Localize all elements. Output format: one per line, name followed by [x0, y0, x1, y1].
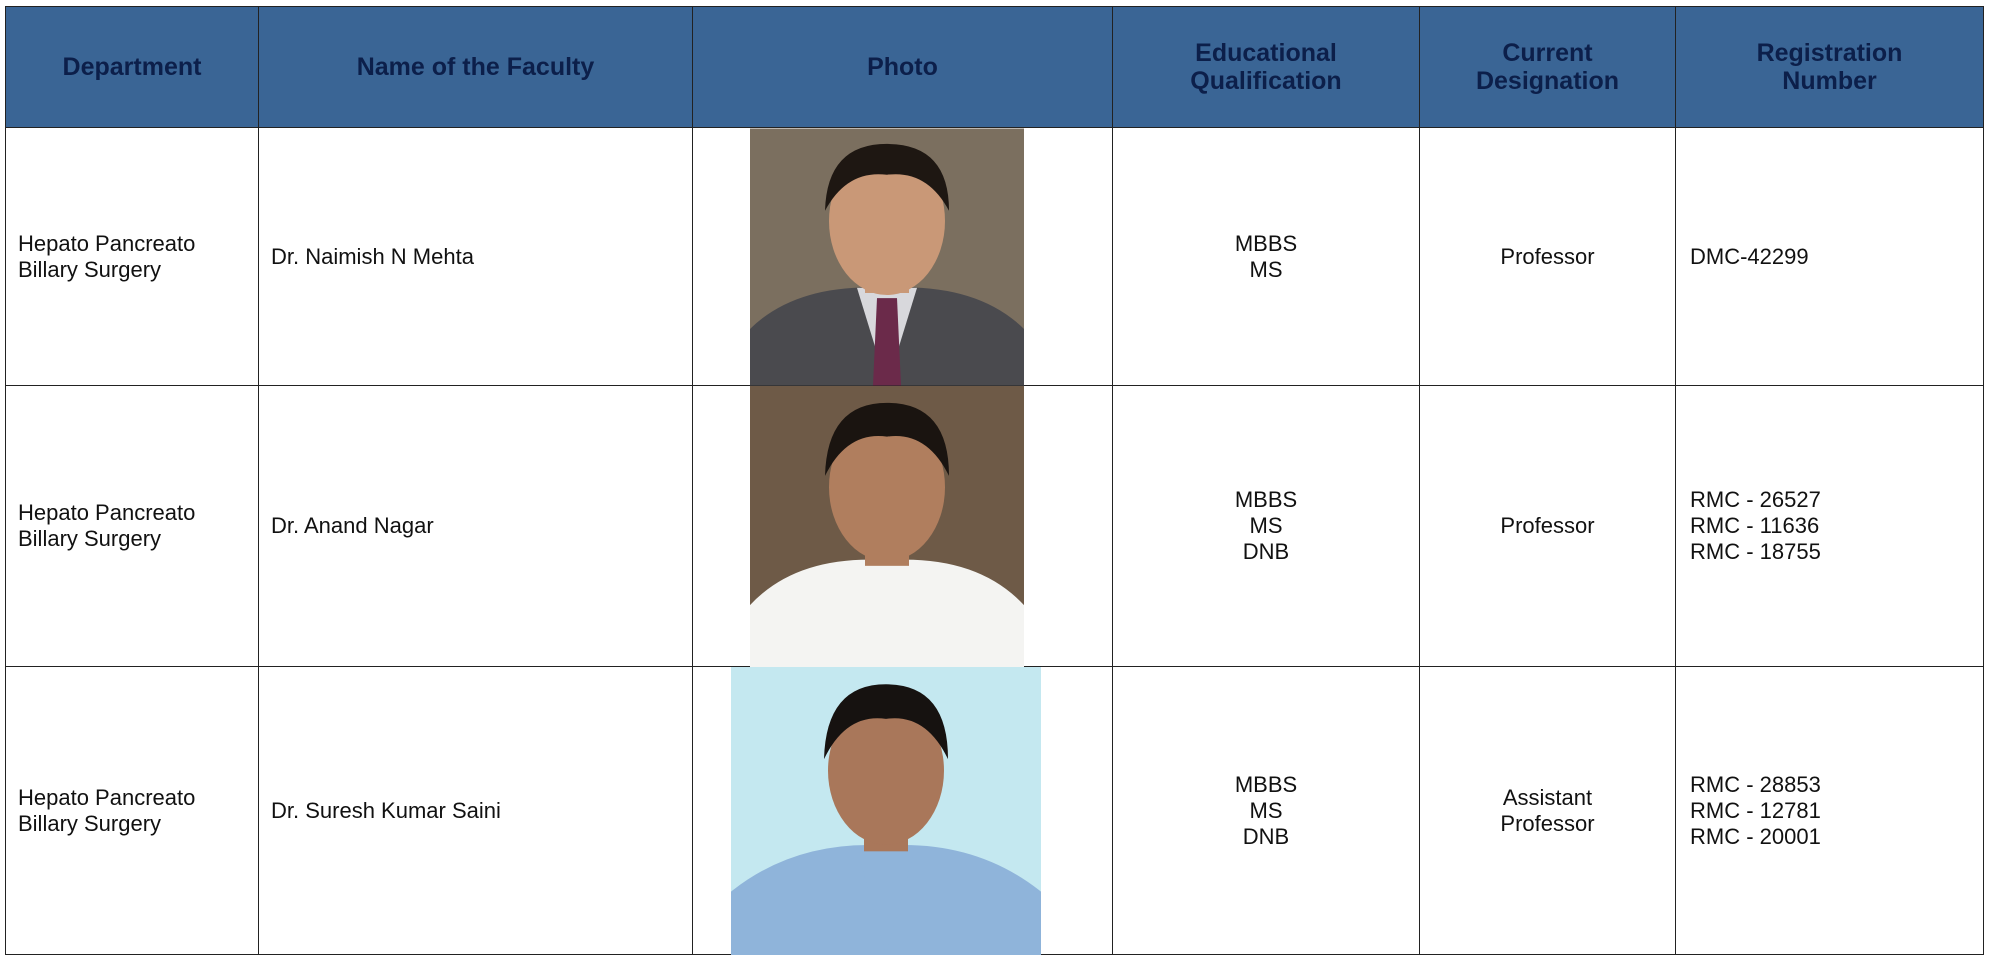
faculty-row: Hepato Pancreato Billary Surgery Dr. Naimi…: [5, 127, 1984, 386]
text-line: Billary Surgery: [18, 810, 162, 836]
column-header: Photo: [692, 6, 1113, 128]
text-line: Name of the Faculty: [356, 53, 595, 81]
text-line: Professor: [1500, 810, 1595, 836]
text-line: Current: [1502, 39, 1593, 67]
text-line: MS: [1249, 513, 1283, 538]
text-line: Educational: [1195, 39, 1337, 67]
text-line: Hepato Pancreato: [18, 230, 196, 256]
registration-cell: DMC-42299: [1675, 127, 1984, 386]
text-line: RMC - 12781: [1690, 797, 1821, 823]
text-line: Hepato Pancreato: [18, 784, 196, 810]
text-line: RMC - 18755: [1690, 539, 1821, 564]
column-header: Registration Number: [1675, 6, 1984, 128]
text-line: Qualification: [1190, 67, 1342, 95]
text-line: Professor: [1500, 513, 1595, 538]
text-line: MBBS: [1234, 771, 1298, 797]
text-line: RMC - 28853: [1690, 771, 1821, 797]
faculty-table: Department Name of the Faculty Photo Educat…: [5, 6, 1984, 955]
department-cell: Hepato Pancreato Billary Surgery: [5, 127, 259, 386]
table-body: Hepato Pancreato Billary Surgery Dr. Naimi…: [5, 127, 1984, 955]
faculty-photo: [750, 128, 1024, 386]
faculty-photo: [750, 386, 1024, 667]
text-line: RMC - 20001: [1690, 823, 1821, 849]
text-line: DNB: [1242, 539, 1290, 564]
photo-cell: [692, 127, 1113, 386]
text-line: MS: [1249, 256, 1283, 282]
text-line: MS: [1249, 797, 1283, 823]
qualification-cell: MBBS MS DNB: [1112, 666, 1420, 955]
qualification-cell: MBBS MS DNB: [1112, 385, 1420, 667]
registration-cell: RMC - 26527 RMC - 11636 RMC - 18755: [1675, 385, 1984, 667]
department-cell: Hepato Pancreato Billary Surgery: [5, 666, 259, 955]
text-line: MBBS: [1234, 487, 1298, 512]
column-header: Name of the Faculty: [258, 6, 693, 128]
faculty-row: Hepato Pancreato Billary Surgery Dr. Sures…: [5, 666, 1984, 955]
text-line: Hepato Pancreato: [18, 500, 196, 525]
text-line: Billary Surgery: [18, 526, 162, 551]
photo-cell: [692, 385, 1113, 667]
column-header: Department: [5, 6, 259, 128]
designation-cell: Assistant Professor: [1419, 666, 1676, 955]
text-line: Designation: [1475, 67, 1620, 95]
text-line: Assistant: [1502, 784, 1593, 810]
photo-cell: [692, 666, 1113, 955]
text-line: RMC - 26527: [1690, 487, 1821, 512]
text-line: DNB: [1242, 823, 1290, 849]
name-cell: Dr. Anand Nagar: [258, 385, 693, 667]
text-line: RMC - 11636: [1690, 513, 1820, 538]
header-row: Department Name of the Faculty Photo Educat…: [5, 6, 1984, 128]
department-cell: Hepato Pancreato Billary Surgery: [5, 385, 259, 667]
qualification-cell: MBBS MS: [1112, 127, 1420, 386]
text-line: Registration: [1756, 39, 1903, 67]
name-cell: Dr. Suresh Kumar Saini: [258, 666, 693, 955]
designation-cell: Professor: [1419, 385, 1676, 667]
text-line: MBBS: [1234, 230, 1298, 256]
text-line: Photo: [867, 53, 938, 81]
text-line: Number: [1782, 67, 1877, 95]
text-line: Billary Surgery: [18, 256, 162, 282]
column-header: Educational Qualification: [1112, 6, 1420, 128]
name-cell: Dr. Naimish N Mehta: [258, 127, 693, 386]
faculty-row: Hepato Pancreato Billary Surgery Dr. Anand…: [5, 385, 1984, 667]
text-line: DMC-42299: [1690, 243, 1809, 269]
column-header: Current Designation: [1419, 6, 1676, 128]
text-line: Department: [62, 53, 202, 81]
text-line: Professor: [1500, 243, 1595, 269]
faculty-photo: [731, 667, 1041, 955]
designation-cell: Professor: [1419, 127, 1676, 386]
registration-cell: RMC - 28853 RMC - 12781 RMC - 20001: [1675, 666, 1984, 955]
